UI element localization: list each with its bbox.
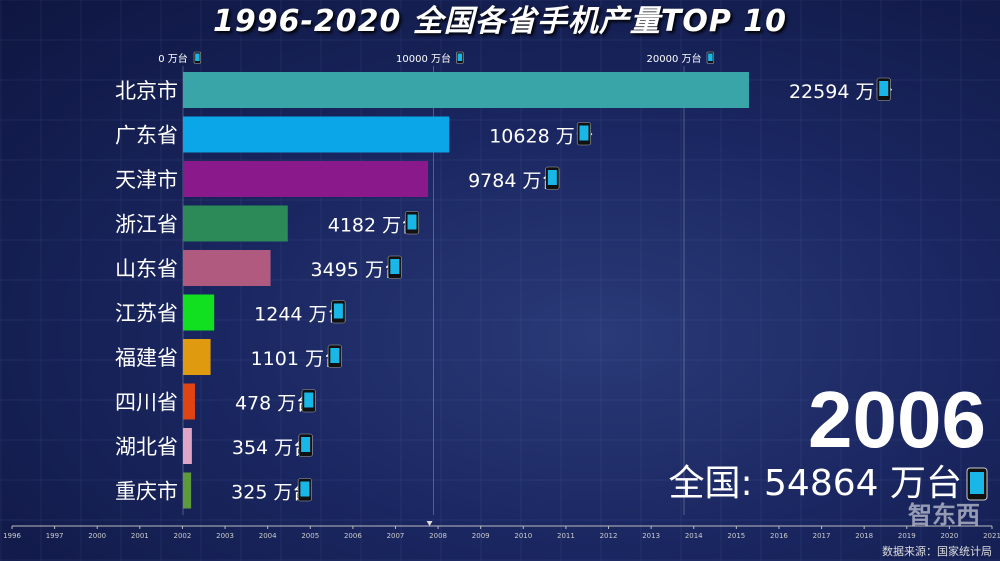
category-label: 四川省 <box>115 391 178 415</box>
total-label: 全国: 54864 万台 <box>668 463 962 504</box>
value-label: 325 万台 <box>231 482 311 504</box>
mobile-phone-icon-screen <box>579 125 589 141</box>
mobile-phone-icon-screen <box>330 348 340 363</box>
timeline-year: 2019 <box>898 532 916 540</box>
category-label: 福建省 <box>115 346 178 370</box>
value-label: 22594 万台 <box>789 81 893 103</box>
timeline-year: 2001 <box>131 532 149 540</box>
timeline-year: 2012 <box>600 532 618 540</box>
timeline-year: 2016 <box>770 532 788 540</box>
bar <box>183 294 215 331</box>
value-label: 354 万台 <box>232 437 312 459</box>
timeline-year: 2007 <box>387 532 405 540</box>
timeline-year: 2002 <box>174 532 192 540</box>
timeline-year: 2013 <box>642 532 660 540</box>
x-tick-label: 0 万台 <box>158 52 188 65</box>
value-label: 1101 万台 <box>251 348 343 370</box>
mobile-phone-icon-screen <box>195 53 200 61</box>
timeline-year: 2006 <box>344 532 362 540</box>
bar <box>183 250 271 286</box>
timeline-year: 2008 <box>429 532 447 540</box>
timeline-year: 2010 <box>514 532 532 540</box>
value-label: 3495 万台 <box>311 259 403 281</box>
x-tick-label: 20000 万台 <box>647 52 702 65</box>
timeline-year: 2009 <box>472 532 490 540</box>
timeline-year: 2005 <box>301 532 319 540</box>
category-label: 湖北省 <box>115 435 178 459</box>
value-label: 9784 万台 <box>468 170 560 192</box>
current-year: 2006 <box>808 375 986 464</box>
mobile-phone-icon-screen <box>390 259 400 274</box>
mobile-phone-icon-screen <box>457 53 463 61</box>
category-label: 江苏省 <box>115 302 178 326</box>
timeline-year: 1996 <box>3 532 21 540</box>
mobile-phone-icon-screen <box>300 481 310 497</box>
bar <box>183 383 195 420</box>
mobile-phone-icon <box>966 467 988 501</box>
category-label: 北京市 <box>115 79 178 103</box>
timeline-year: 2015 <box>727 532 745 540</box>
bar <box>183 116 450 153</box>
mobile-phone-icon-screen <box>547 170 557 185</box>
bar <box>183 72 749 108</box>
logo-watermark: 智东西 <box>908 501 980 529</box>
bar <box>183 428 192 464</box>
bar <box>183 161 429 197</box>
bar <box>183 339 211 375</box>
data-source: 数据来源：国家统计局 <box>882 545 992 558</box>
mobile-phone-icon-screen <box>304 392 314 408</box>
mobile-phone-icon-screen <box>407 214 417 230</box>
mobile-phone-icon-screen <box>333 303 343 319</box>
timeline-year: 2000 <box>88 532 106 540</box>
category-label: 山东省 <box>115 257 178 281</box>
timeline-year: 2020 <box>940 532 958 540</box>
bar <box>183 472 192 509</box>
mobile-phone-icon-screen <box>708 53 713 61</box>
category-label: 天津市 <box>115 168 178 192</box>
mobile-phone-icon-screen <box>879 81 889 96</box>
category-label: 广东省 <box>115 124 178 148</box>
chart-title: 1996-2020 全国各省手机产量TOP 10 <box>212 4 788 39</box>
timeline-year: 2017 <box>813 532 831 540</box>
timeline-year: 2021 <box>983 532 1000 540</box>
timeline-year: 2014 <box>685 532 703 540</box>
x-tick-label: 10000 万台 <box>396 52 451 65</box>
timeline-marker[interactable] <box>426 521 433 526</box>
value-label: 4182 万台 <box>328 215 420 237</box>
national-total: 全国: 54864 万台 <box>668 466 988 502</box>
value-label: 1244 万台 <box>254 304 346 326</box>
category-label: 浙江省 <box>115 213 178 237</box>
timeline-year: 2003 <box>216 532 234 540</box>
timeline-year: 2018 <box>855 532 873 540</box>
category-label: 重庆市 <box>115 480 178 504</box>
bar <box>183 205 288 242</box>
value-label: 478 万台 <box>235 393 315 415</box>
timeline-year: 1997 <box>46 532 64 540</box>
timeline-year: 2004 <box>259 532 277 540</box>
timeline-year: 2011 <box>557 532 575 540</box>
value-label: 10628 万台 <box>489 126 593 148</box>
mobile-phone-icon-screen <box>301 437 311 452</box>
